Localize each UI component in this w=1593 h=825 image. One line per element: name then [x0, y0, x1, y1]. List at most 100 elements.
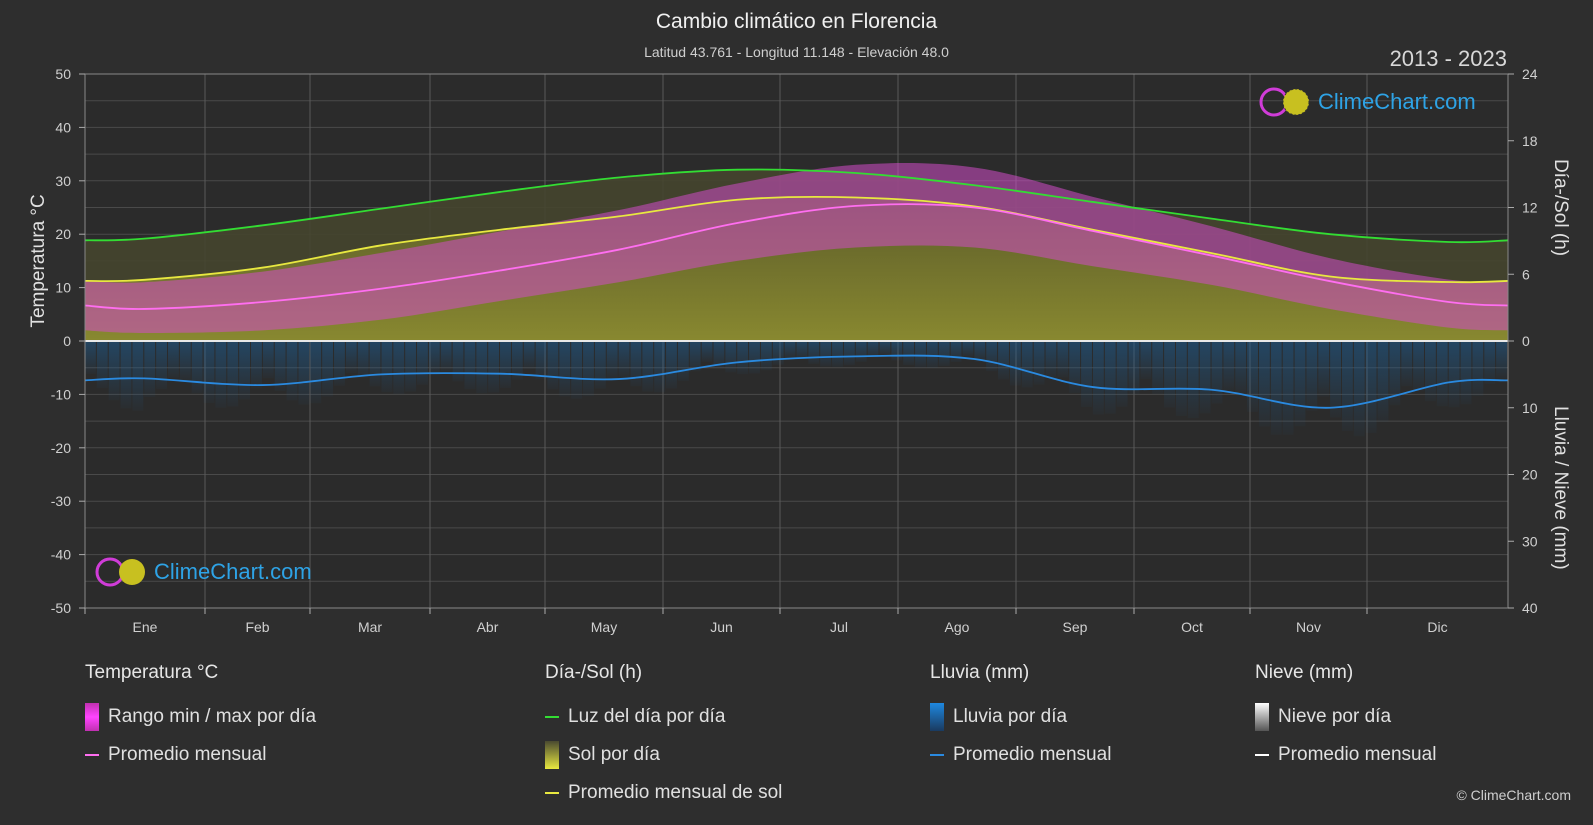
chart-subtitle: Latitud 43.761 - Longitud 11.148 - Eleva… [644, 44, 949, 60]
y-right-tick-label: 6 [1522, 266, 1530, 282]
legend-label: Nieve por día [1278, 706, 1392, 727]
y-right-tick-label: 10 [1522, 400, 1538, 416]
rain-bar [1128, 341, 1140, 395]
rain-bar [1223, 341, 1235, 390]
x-tick-label: Abr [477, 619, 499, 635]
rain-bar [1330, 341, 1341, 418]
rain-bar [903, 341, 915, 365]
brand-logo-bottom[interactable]: ClimeChart.com [94, 556, 312, 588]
rain-bar [1033, 341, 1045, 385]
rain-bar [571, 341, 583, 399]
rain-bar [215, 341, 227, 408]
rain-bar [405, 341, 417, 392]
rain-bar [191, 341, 203, 394]
rain-bar [1496, 341, 1507, 379]
rain-bar [1270, 341, 1282, 435]
brand-logo-top[interactable]: ClimeChart.com [1258, 86, 1476, 118]
rain-bar [1069, 341, 1081, 394]
rain-bar [915, 341, 926, 368]
rain-bar [559, 341, 571, 397]
legend-temperature-title: Temperatura °C [85, 662, 219, 683]
x-tick-label: Dic [1427, 619, 1447, 635]
rain-bar [1282, 341, 1294, 435]
rain-bar [500, 341, 511, 388]
rain-bar [1306, 341, 1318, 411]
axes: 50 40 30 20 10 0 -10 -20 -30 -40 -50 24 18 12 6 0 10 20 30… [28, 66, 1571, 635]
rain-bar [417, 341, 428, 385]
rain-bar [666, 341, 677, 389]
legend-temperature: Temperatura °C Rango min / max por día P… [85, 662, 316, 774]
x-tick-label: Oct [1181, 619, 1203, 635]
y-left-tick-label: 50 [55, 66, 71, 82]
y-left-tick-label: -30 [51, 493, 71, 509]
x-tick-label: Ene [133, 619, 158, 635]
rain-bar [345, 341, 357, 373]
rain-bar [393, 341, 405, 395]
legend-rain: Lluvia (mm) Lluvia por día Promedio mens… [930, 662, 1111, 774]
rain-bar [677, 341, 689, 381]
rain-bar [1472, 341, 1484, 397]
rain-bar [832, 341, 843, 368]
rain-bar [310, 341, 322, 404]
y-right-tick-label: 12 [1522, 200, 1538, 216]
rain-bar [1365, 341, 1377, 433]
rain-bar [96, 341, 108, 389]
rain-bar [85, 341, 96, 374]
legend-rain-daily: Lluvia por día [930, 698, 1111, 736]
rain-bar [274, 341, 286, 391]
legend-rain-avg: Promedio mensual [930, 736, 1111, 774]
rain-bar [713, 341, 725, 369]
rain-bars [85, 341, 1507, 437]
rain-bar [642, 341, 654, 392]
rain-bar [1258, 341, 1270, 427]
rain-bar [606, 341, 618, 378]
rain-bar [1460, 341, 1472, 405]
rain-bar [239, 341, 251, 400]
rain-bar [654, 341, 666, 393]
rain-bar [1318, 341, 1330, 397]
legend-temp-range: Rango min / max por día [85, 698, 316, 736]
rain-bar [369, 341, 381, 387]
y-left-tick-label: 20 [55, 226, 71, 242]
rain-bar [535, 341, 547, 379]
rain-bar [251, 341, 262, 389]
rain-bar [1021, 341, 1033, 388]
rain-bar [974, 341, 986, 362]
line-swatch [1255, 754, 1269, 756]
legend-temp-avg: Promedio mensual [85, 736, 316, 774]
rain-bar [357, 341, 369, 378]
rain-bar [820, 341, 832, 367]
rain-bar [879, 341, 891, 356]
rain-bar [1235, 341, 1247, 394]
legend-snow: Nieve (mm) Nieve por día Promedio mensua… [1255, 662, 1436, 774]
rain-bar [760, 341, 772, 371]
rain-bar [796, 341, 808, 360]
rain-bar [1436, 341, 1448, 407]
x-tick-label: Sep [1063, 619, 1088, 635]
legend-label: Promedio mensual [1278, 744, 1437, 765]
y-left-tick-label: 10 [55, 280, 71, 296]
rain-bar [203, 341, 215, 403]
legend-label: Promedio mensual [108, 744, 267, 765]
rain-bar [1247, 341, 1258, 412]
rain-bar [962, 341, 974, 357]
y-right-bottom-axis-title: Lluvia / Nieve (mm) [1550, 406, 1571, 570]
y-right-top-axis-title: Día-/Sol (h) [1550, 159, 1571, 256]
legend-label: Luz del día por día [568, 706, 726, 727]
legend-label: Rango min / max por día [108, 706, 317, 727]
x-tick-label: Jun [710, 619, 733, 635]
rain-bar [262, 341, 274, 379]
x-tick-label: Mar [358, 619, 382, 635]
rain-bar [523, 341, 535, 370]
rain-bar [737, 341, 749, 375]
legend-snow-title: Nieve (mm) [1255, 662, 1354, 683]
rain-bar [108, 341, 120, 401]
logo-text: ClimeChart.com [1318, 89, 1476, 114]
rain-bar [488, 341, 500, 393]
rain-bar [784, 341, 796, 359]
rain-bar [986, 341, 998, 372]
y-left-tick-label: -40 [51, 547, 71, 563]
rain-bar [381, 341, 393, 393]
y-right-tick-label: 30 [1522, 533, 1538, 549]
